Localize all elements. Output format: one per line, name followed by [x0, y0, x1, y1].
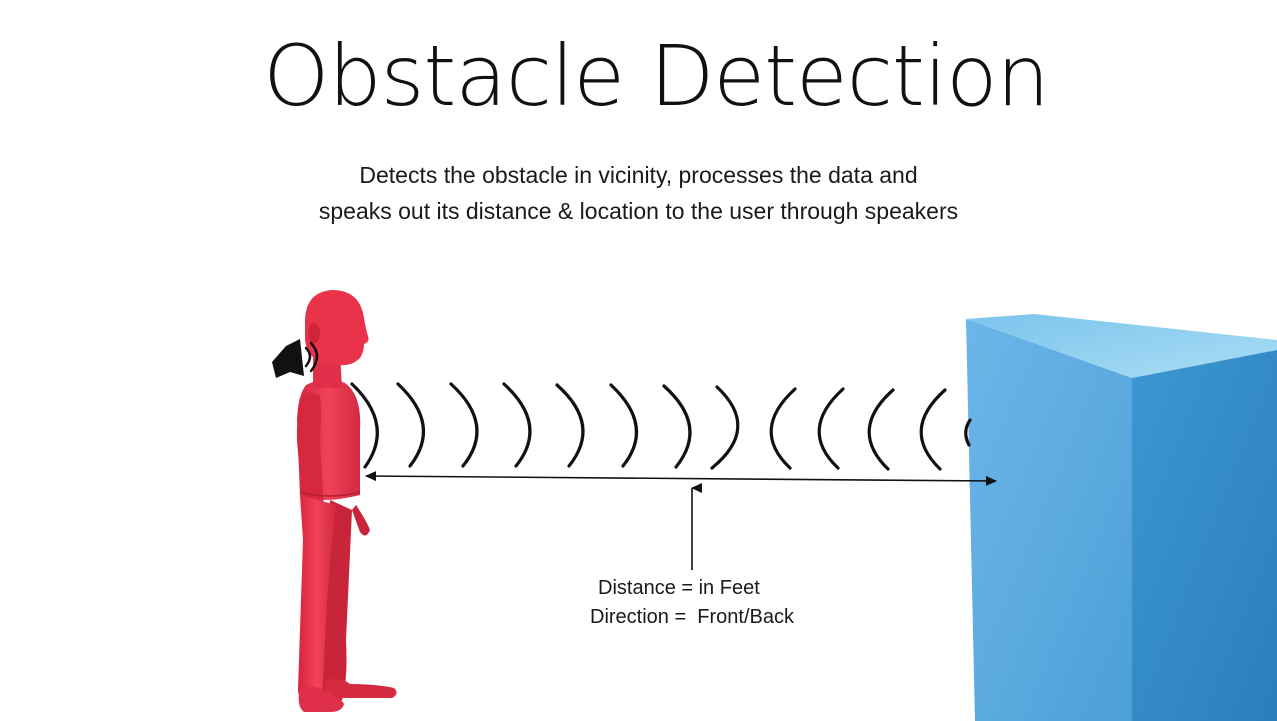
- slide-subtitle: Detects the obstacle in vicinity, proces…: [0, 157, 1277, 229]
- person-back-hand: [352, 505, 370, 536]
- subtitle-line-2: speaks out its distance & location to th…: [318, 198, 959, 224]
- wave-outgoing-2: [396, 382, 425, 468]
- wave-outgoing-1: [350, 382, 379, 469]
- person-head: [305, 290, 369, 366]
- wave-outgoing-8: [710, 385, 740, 470]
- person-ear: [308, 323, 320, 343]
- slide-title: Obstacle Detection: [263, 27, 1050, 125]
- wave-returning-1: [769, 387, 797, 470]
- wave-outgoing-7: [662, 384, 692, 469]
- wave-returning-3: [867, 388, 895, 471]
- obstacle-box: [966, 314, 1277, 721]
- person-front-foot: [298, 686, 344, 712]
- subtitle-line-1: Detects the obstacle in vicinity, proces…: [359, 162, 918, 188]
- wave-outgoing-3: [449, 382, 479, 468]
- wave-outgoing-4: [502, 382, 532, 468]
- obstacle-box-side: [1132, 350, 1277, 721]
- person-back-foot: [324, 678, 397, 698]
- person-waist: [299, 491, 361, 497]
- wave-outgoing-5: [555, 383, 585, 468]
- person-front-leg: [298, 495, 336, 700]
- obstacle-box-top: [966, 314, 1277, 378]
- obstacle-box-front: [966, 319, 1132, 721]
- distance-label: Distance = in Feet: [598, 577, 760, 599]
- wave-outgoing-6: [609, 383, 638, 468]
- wave-returning-2: [817, 387, 845, 470]
- distance-arrow: [365, 471, 997, 486]
- person-figure: [296, 290, 397, 712]
- speaker-icon: [272, 339, 319, 378]
- wave-returning-4: [919, 388, 947, 471]
- wave-returning-5: [964, 418, 972, 447]
- direction-label: Direction = Front/Back: [590, 606, 794, 628]
- sound-waves: [350, 382, 972, 471]
